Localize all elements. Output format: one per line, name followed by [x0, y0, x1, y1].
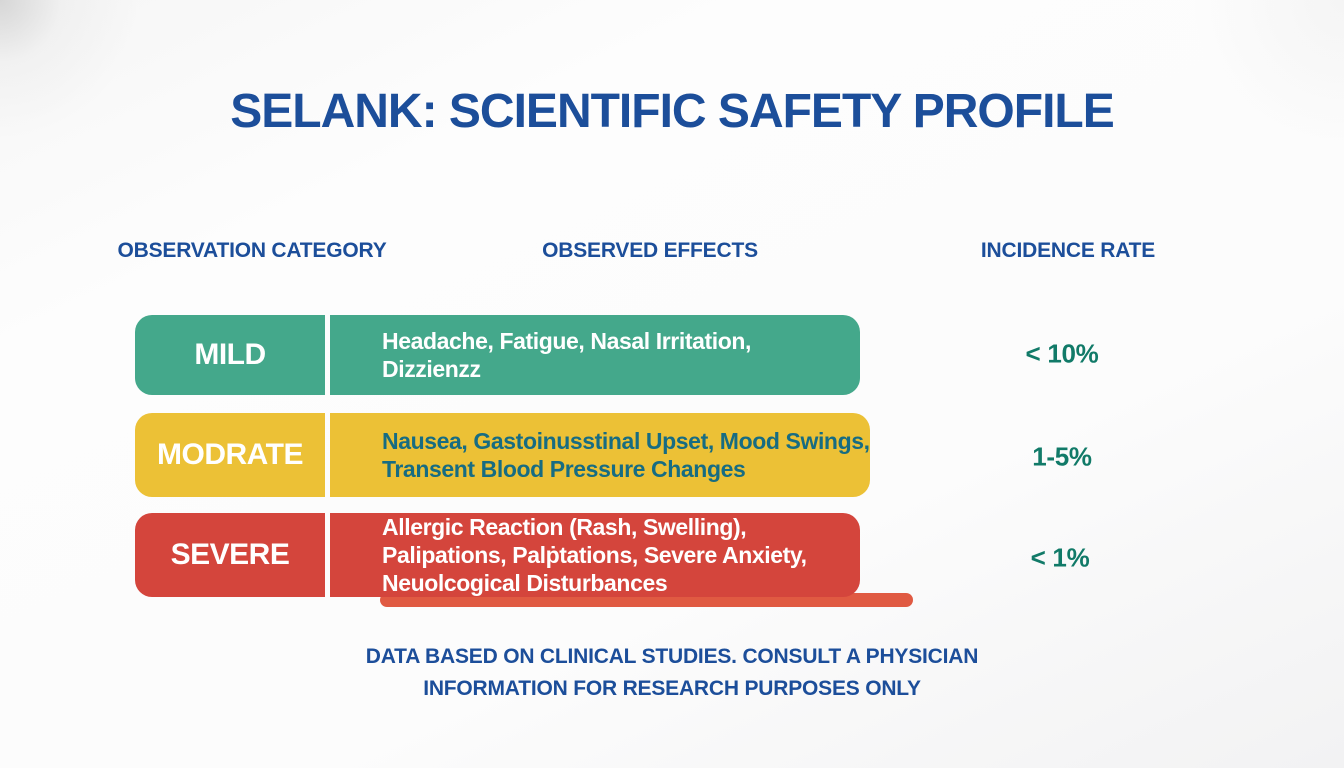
- severity-cell-mild: MILD: [135, 315, 325, 395]
- incidence-value-moderate: 1-5%: [1032, 441, 1092, 472]
- effects-cell-mild: Headache, Fatigue, Nasal Irritation, Diz…: [330, 315, 860, 395]
- severity-row-mild: MILD Headache, Fatigue, Nasal Irritation…: [135, 315, 860, 395]
- column-header-observed-effects: OBSERVED EFFECTS: [542, 239, 758, 262]
- severity-label: MODRATE: [157, 438, 303, 471]
- effects-cell-severe: Allergic Reaction (Rash, Swelling), Pali…: [330, 513, 860, 597]
- page-title: SELANK: SCIENTIFIC SAFETY PROFILE: [230, 85, 1115, 138]
- effects-text: Allergic Reaction (Rash, Swelling), Pali…: [382, 514, 807, 596]
- column-header-observation-category: OBSERVATION CATEGORY: [117, 239, 387, 262]
- effects-text: Nausea, Gastoinusstinal Upset, Mood Swin…: [382, 428, 870, 482]
- severity-label: MILD: [194, 338, 266, 371]
- severity-row-moderate: MODRATE Nausea, Gastoinusstinal Upset, M…: [135, 413, 870, 497]
- severity-cell-moderate: MODRATE: [135, 413, 325, 497]
- effects-text: Headache, Fatigue, Nasal Irritation, Diz…: [382, 328, 752, 382]
- column-header-incidence-rate: INCIDENCE RATE: [980, 239, 1156, 262]
- disclaimer: DATA BASED ON CLINICAL STUDIES. CONSULT …: [0, 641, 1344, 705]
- severity-row-severe: SEVERE Allergic Reaction (Rash, Swelling…: [135, 513, 860, 597]
- incidence-value-mild: < 10%: [1025, 338, 1099, 369]
- severity-cell-severe: SEVERE: [135, 513, 325, 597]
- severity-label: SEVERE: [170, 538, 290, 571]
- incidence-value-severe: < 1%: [1030, 542, 1090, 573]
- disclaimer-line-2: INFORMATION FOR RESEARCH PURPOSES ONLY: [423, 677, 921, 700]
- disclaimer-line-1: DATA BASED ON CLINICAL STUDIES. CONSULT …: [365, 645, 979, 668]
- effects-cell-moderate: Nausea, Gastoinusstinal Upset, Mood Swin…: [330, 413, 870, 497]
